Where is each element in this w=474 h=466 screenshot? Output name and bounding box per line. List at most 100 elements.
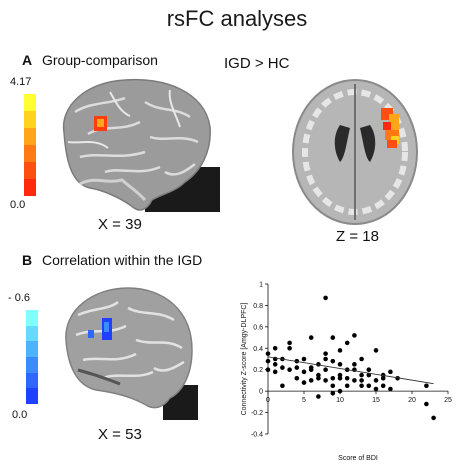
data-point [294, 365, 300, 370]
data-point [316, 375, 321, 381]
sagittal-coord-b: X = 53 [98, 426, 142, 443]
sylvian-fissure [77, 368, 121, 386]
colorbar-segment [26, 325, 38, 342]
data-point [316, 372, 321, 378]
data-point [330, 383, 336, 389]
data-point [359, 372, 364, 378]
data-point [344, 383, 350, 389]
axial-brain [292, 79, 418, 225]
data-point [308, 365, 314, 370]
left-ventricle [334, 125, 350, 162]
data-point [337, 348, 343, 353]
data-point [301, 369, 307, 375]
scatter-plot: -0.4-0.200.20.40.60.810 5 10 15 20 25 Score o… [241, 282, 452, 463]
correlation-cluster-peak [104, 322, 109, 332]
colorbar-segment [24, 161, 36, 179]
x-tick-label: 0 [266, 397, 270, 404]
brain-gyri [74, 96, 199, 176]
panel-a-letter: A [22, 52, 33, 68]
y-tick-label: 0.8 [253, 303, 263, 310]
data-point [330, 335, 336, 340]
data-point [352, 362, 357, 367]
data-point [330, 358, 336, 364]
data-point [294, 375, 300, 381]
data-point [388, 369, 393, 375]
y-tick-label: -0.4 [251, 432, 263, 439]
x-tick-label: 25 [444, 397, 452, 404]
colorbar-a [24, 94, 36, 196]
data-point [395, 375, 400, 381]
colorbar-segment [24, 127, 36, 145]
data-point [287, 367, 292, 373]
data-point [388, 386, 393, 392]
data-point [330, 390, 336, 396]
contrast-label: IGD > HC [224, 55, 290, 72]
y-tick-label: -0.2 [251, 410, 263, 417]
colorbar-b-max: - 0.6 [8, 292, 31, 304]
data-point [323, 367, 328, 373]
x-tick-label: 10 [336, 397, 344, 404]
y-tick-label: 0.6 [253, 324, 263, 331]
brain-cortex-b [65, 287, 193, 409]
data-point [373, 386, 379, 392]
data-point [272, 369, 278, 375]
brain-sulci [67, 89, 181, 149]
data-point [373, 378, 379, 383]
axial-coord: Z = 18 [336, 228, 379, 245]
data-point [337, 388, 343, 394]
trend-line [267, 356, 434, 385]
panel-a-label: Group-comparison [42, 52, 158, 68]
data-point [359, 383, 364, 389]
data-point [344, 375, 350, 381]
x-axis-label: Score of BDI [338, 455, 378, 462]
data-point [301, 356, 307, 362]
data-point [352, 378, 357, 383]
sagittal-brain-b [65, 287, 198, 420]
colorbar-segment [24, 110, 36, 128]
colorbar-a-max: 4.17 [10, 76, 32, 88]
data-point [359, 356, 364, 362]
y-tick-label: 0.4 [253, 346, 263, 353]
panel-b-letter: B [22, 252, 33, 268]
data-point [424, 401, 429, 407]
data-point [265, 358, 271, 364]
data-point [373, 348, 379, 353]
brain-gyri-b [75, 300, 185, 380]
data-point [337, 375, 343, 381]
data-point [431, 415, 436, 421]
colorbar-segment [24, 144, 36, 162]
data-point [272, 345, 278, 351]
x-tick-label: 5 [302, 397, 306, 404]
data-point [323, 351, 328, 356]
correlation-cluster-1 [88, 330, 94, 338]
colorbar-a-min: 0.0 [10, 199, 26, 211]
colorbar-b [26, 310, 38, 404]
data-point [359, 378, 364, 383]
sagittal-coord-a: X = 39 [98, 216, 142, 233]
data-point [265, 351, 271, 356]
colorbar-segment [26, 341, 38, 357]
data-point [287, 340, 292, 346]
data-point [280, 383, 285, 389]
data-point [308, 378, 314, 383]
data-point [366, 372, 372, 378]
data-point [301, 380, 307, 385]
axial-activation [381, 108, 399, 148]
colorbar-b-min: 0.0 [12, 409, 28, 421]
colorbar-segment [26, 388, 38, 404]
right-ventricle [360, 125, 376, 162]
data-point [280, 365, 285, 370]
data-point [287, 345, 292, 351]
data-point [323, 378, 328, 383]
panel-b-label: Correlation within the IGD [42, 252, 203, 268]
figure-title: rsFC analyses [166, 6, 308, 31]
data-point [366, 383, 372, 389]
data-point [316, 394, 321, 399]
activation-peak [97, 119, 104, 127]
data-point [308, 335, 314, 340]
y-axis-label: Connectivity Z-score [Amgy-DLPFC] [241, 303, 248, 416]
x-tick-label: 20 [408, 397, 416, 404]
data-point [366, 367, 372, 373]
data-point [265, 367, 271, 373]
x-tick-label: 15 [372, 397, 380, 404]
